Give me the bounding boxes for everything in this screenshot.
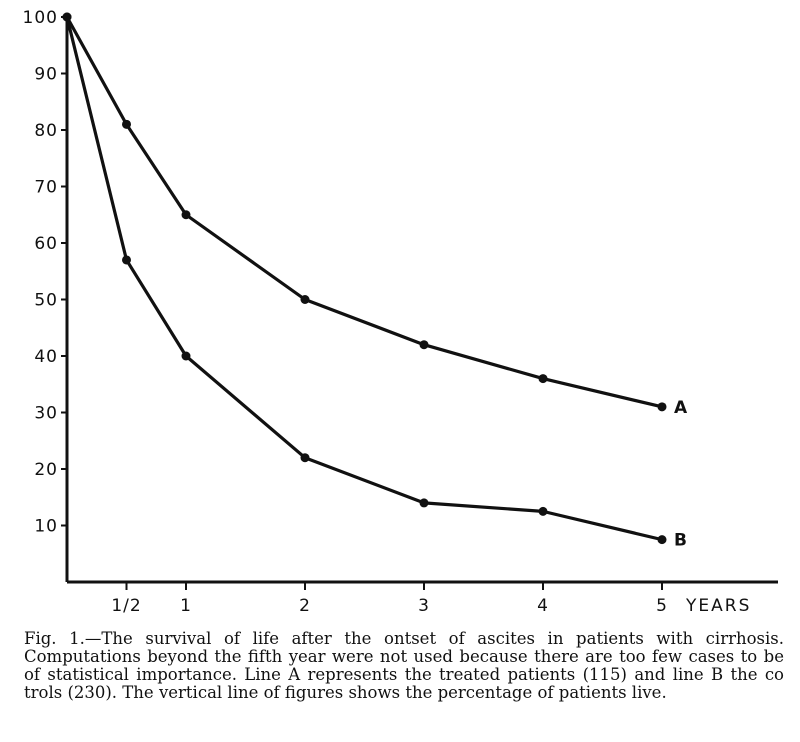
data-point-b <box>62 12 72 22</box>
x-tick-label: 2 <box>299 596 311 616</box>
data-point-a <box>657 402 667 412</box>
y-tick-label: 90 <box>34 65 58 85</box>
series-label-b: B <box>674 531 687 551</box>
survival-chart: 10 20 30 40 50 60 70 80 90 100 1/2 1 2 3 4 5 YEARS A B <box>23 8 778 616</box>
x-tick-label: 5 <box>656 596 668 616</box>
x-tick-label: 1/2 <box>111 596 141 616</box>
series-label-a: A <box>674 398 688 418</box>
y-tick-label: 30 <box>34 404 58 424</box>
data-point-b <box>181 351 191 361</box>
data-point-b <box>122 255 131 265</box>
y-tick-label: 100 <box>23 8 58 28</box>
y-tick-label: 80 <box>34 121 58 141</box>
data-point-a <box>538 374 548 384</box>
x-tick-label: 4 <box>537 596 549 616</box>
data-point-a <box>300 295 310 304</box>
y-tick-label: 20 <box>34 460 58 480</box>
data-point-a <box>122 119 131 129</box>
data-point-b <box>419 498 429 508</box>
data-point-b <box>657 535 667 545</box>
y-tick-label: 40 <box>34 347 58 367</box>
series-line-a <box>65 16 663 409</box>
x-tick-label: 1 <box>180 596 192 616</box>
x-tick-label: 3 <box>418 596 430 616</box>
y-tick-label: 60 <box>34 234 58 254</box>
figure-caption: Fig. 1.—The survival of life after the o… <box>24 629 784 702</box>
y-tick-label: 70 <box>34 178 58 198</box>
series-line-b <box>65 16 663 542</box>
data-point-b <box>538 506 548 516</box>
y-tick-label: 10 <box>34 517 58 537</box>
data-point-a <box>419 340 429 350</box>
data-point-b <box>300 453 310 463</box>
x-axis-title: YEARS <box>685 596 751 616</box>
data-point-a <box>181 210 191 220</box>
y-tick-label: 50 <box>34 291 58 311</box>
